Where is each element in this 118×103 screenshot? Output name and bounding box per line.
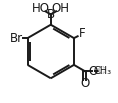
Text: O: O [80, 77, 89, 90]
Text: O: O [97, 66, 105, 76]
Text: Br: Br [10, 32, 23, 45]
Text: CH₃: CH₃ [93, 66, 112, 76]
Text: O: O [97, 66, 105, 76]
Text: O: O [89, 65, 98, 78]
Text: OH: OH [52, 2, 70, 15]
Text: B: B [47, 8, 55, 21]
Text: HO: HO [32, 2, 50, 15]
Text: F: F [79, 28, 86, 40]
